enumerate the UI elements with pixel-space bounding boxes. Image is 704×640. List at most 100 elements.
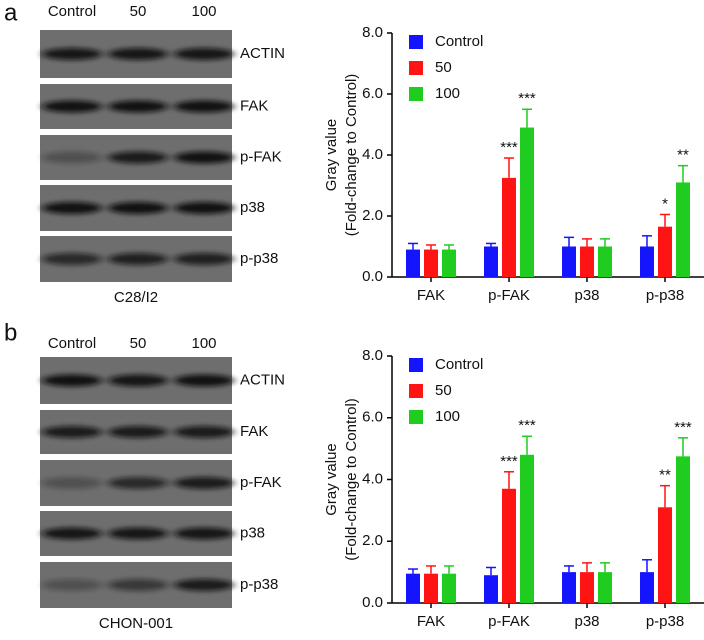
significance-label: *** bbox=[674, 419, 692, 436]
error-bar bbox=[564, 236, 574, 247]
bar bbox=[484, 246, 498, 277]
error-bar bbox=[600, 238, 610, 247]
y-tick-label: 6.0 bbox=[362, 409, 383, 426]
row-label: ACTIN bbox=[240, 45, 285, 62]
lane-label: 100 bbox=[191, 3, 216, 20]
error-bar bbox=[444, 244, 454, 250]
blot-band bbox=[108, 202, 168, 214]
cell-line: C28/I2 bbox=[114, 289, 158, 306]
y-tick-label: 6.0 bbox=[362, 85, 383, 102]
error-bar bbox=[504, 157, 514, 178]
blot-band bbox=[174, 202, 234, 214]
blot-band bbox=[108, 527, 168, 540]
x-tick-label: p-p38 bbox=[646, 287, 684, 304]
bar bbox=[442, 249, 456, 277]
error-bar bbox=[504, 471, 514, 489]
lane-label: 100 bbox=[191, 335, 216, 352]
blot-band bbox=[174, 374, 234, 387]
legend-label: Control bbox=[435, 33, 483, 50]
bar bbox=[580, 572, 594, 603]
bar bbox=[406, 249, 420, 277]
row-label: p-p38 bbox=[240, 576, 278, 593]
significance-label: *** bbox=[518, 417, 536, 434]
error-bar bbox=[660, 213, 670, 227]
blot-band bbox=[174, 579, 234, 591]
bar bbox=[502, 488, 516, 603]
bar bbox=[442, 573, 456, 603]
blot-band bbox=[108, 426, 168, 438]
bar bbox=[658, 226, 672, 277]
y-tick-label: 0.0 bbox=[362, 594, 383, 611]
significance-label: ** bbox=[677, 147, 689, 164]
blot-band bbox=[108, 477, 168, 489]
bar bbox=[640, 246, 654, 277]
bar bbox=[484, 575, 498, 603]
blot-band bbox=[108, 253, 168, 265]
blot-band bbox=[42, 253, 102, 265]
panel-letter: b bbox=[4, 319, 17, 346]
bar bbox=[562, 572, 576, 603]
bar bbox=[424, 573, 438, 603]
legend-label: 100 bbox=[435, 85, 460, 102]
blot-band bbox=[174, 100, 234, 113]
x-tick-label: p38 bbox=[574, 613, 599, 630]
error-bar bbox=[642, 559, 652, 573]
legend-label: 100 bbox=[435, 408, 460, 425]
blot-band bbox=[42, 48, 102, 60]
y-axis-label: (Fold-change to Control) bbox=[343, 74, 360, 237]
blot-band bbox=[108, 48, 168, 60]
error-bar bbox=[408, 242, 418, 250]
panel-letter: a bbox=[4, 0, 18, 26]
y-tick-label: 2.0 bbox=[362, 207, 383, 224]
blot-band bbox=[108, 100, 168, 113]
blot-band bbox=[174, 151, 234, 164]
blot-band bbox=[108, 374, 168, 387]
significance-label: * bbox=[662, 195, 668, 212]
error-bar bbox=[444, 565, 454, 574]
x-tick-label: p-FAK bbox=[488, 287, 530, 304]
lane-label: Control bbox=[48, 3, 96, 20]
y-tick-label: 2.0 bbox=[362, 532, 383, 549]
bar bbox=[424, 249, 438, 277]
bar bbox=[406, 573, 420, 603]
error-bar bbox=[582, 562, 592, 573]
bar bbox=[520, 454, 534, 603]
row-label: FAK bbox=[240, 423, 268, 440]
row-label: FAK bbox=[240, 97, 268, 114]
blot-band bbox=[174, 527, 234, 540]
lane-label: 50 bbox=[130, 3, 147, 20]
bar bbox=[520, 127, 534, 277]
y-tick-label: 0.0 bbox=[362, 268, 383, 285]
row-label: p-FAK bbox=[240, 148, 282, 165]
cell-line: CHON-001 bbox=[99, 615, 173, 632]
lane-label: Control bbox=[48, 335, 96, 352]
blot-band bbox=[42, 374, 102, 387]
y-tick-label: 4.0 bbox=[362, 146, 383, 163]
y-axis-label: (Fold-change to Control) bbox=[343, 398, 360, 561]
legend-swatch bbox=[409, 410, 423, 424]
legend-swatch bbox=[409, 87, 423, 101]
error-bar bbox=[642, 235, 652, 247]
y-axis-label: Gray value bbox=[323, 119, 340, 192]
error-bar bbox=[522, 435, 532, 455]
error-bar bbox=[564, 565, 574, 573]
blot-band bbox=[42, 527, 102, 540]
bar bbox=[580, 246, 594, 277]
row-label: p38 bbox=[240, 199, 265, 216]
legend-label: 50 bbox=[435, 382, 452, 399]
legend-swatch bbox=[409, 35, 423, 49]
legend-swatch bbox=[409, 358, 423, 372]
error-bar bbox=[486, 242, 496, 247]
error-bar bbox=[660, 484, 670, 508]
bar bbox=[598, 246, 612, 277]
blot-band bbox=[108, 579, 168, 591]
blot-band bbox=[42, 100, 102, 113]
bar bbox=[502, 177, 516, 277]
row-label: p-FAK bbox=[240, 474, 282, 491]
y-tick-label: 4.0 bbox=[362, 470, 383, 487]
row-label: p-p38 bbox=[240, 250, 278, 267]
y-axis-label: Gray value bbox=[323, 443, 340, 516]
error-bar bbox=[486, 566, 496, 576]
significance-label: *** bbox=[500, 453, 518, 470]
